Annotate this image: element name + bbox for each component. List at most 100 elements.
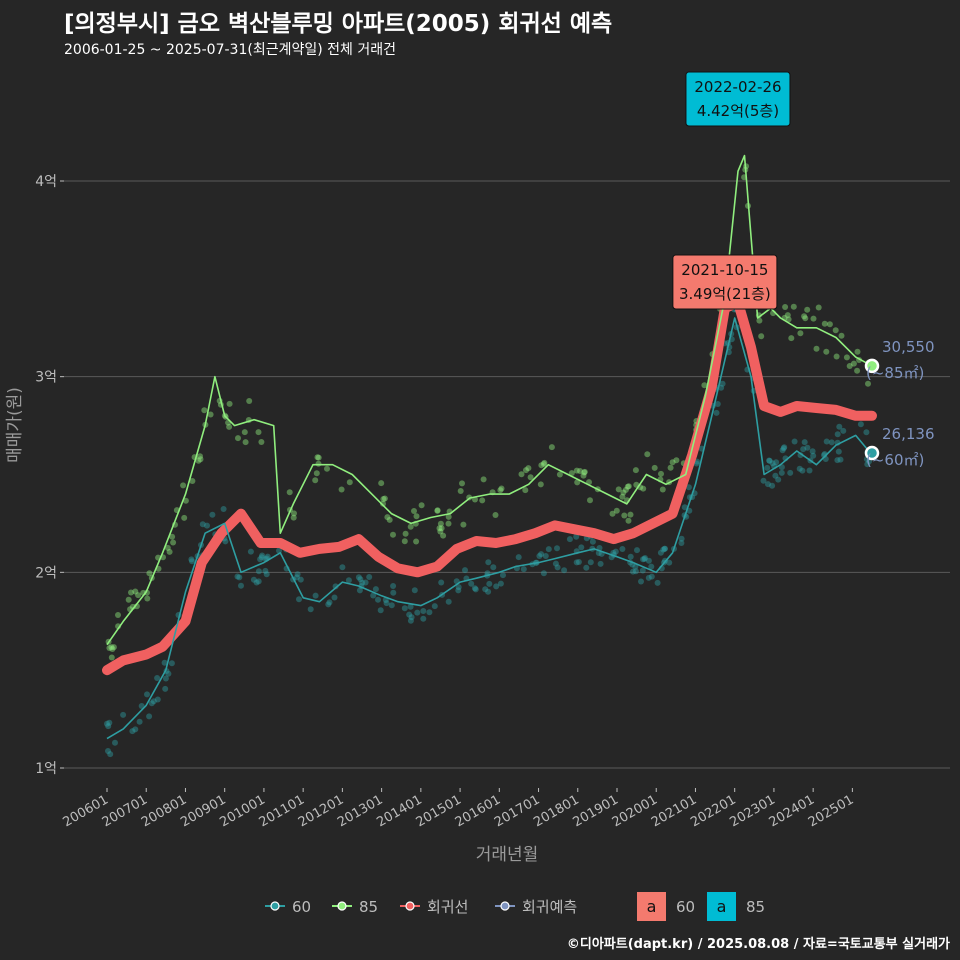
scatter-point-85	[621, 512, 628, 519]
scatter-point-85	[445, 520, 452, 527]
scatter-point-60	[801, 439, 808, 446]
scatter-point-85	[556, 471, 563, 478]
scatter-point-85	[437, 520, 444, 527]
end-marker-60	[864, 445, 880, 461]
scatter-point-60	[220, 506, 227, 512]
scatter-point-60	[573, 533, 580, 540]
scatter-point-85	[658, 470, 664, 477]
scatter-point-60	[681, 504, 688, 511]
scatter-point-85	[850, 360, 857, 367]
scatter-point-85	[195, 457, 202, 464]
scatter-point-85	[813, 345, 820, 352]
x-tick-label: 202501	[806, 792, 856, 830]
scatter-point-60	[864, 461, 871, 468]
scatter-point-60	[810, 452, 817, 459]
scatter-point-60	[263, 571, 270, 578]
scatter-point-60	[264, 553, 271, 560]
scatter-point-60	[515, 554, 522, 561]
scatter-point-85	[437, 528, 444, 535]
scatter-point-60	[107, 751, 114, 758]
scatter-point-60	[645, 557, 652, 564]
scatter-point-85	[402, 530, 409, 537]
scatter-point-85	[146, 570, 153, 577]
scatter-point-85	[801, 313, 808, 320]
scatter-point-60	[377, 607, 384, 614]
scatter-point-85	[242, 439, 249, 446]
scatter-point-60	[362, 579, 369, 586]
scatter-point-85	[756, 317, 763, 324]
scatter-point-85	[854, 367, 861, 374]
scatter-point-85	[180, 482, 187, 489]
scatter-point-60	[857, 421, 864, 428]
annotation-60: 2021-10-15 3.49억(21층)	[672, 254, 778, 310]
scatter-point-85	[346, 479, 353, 486]
scatter-point-60	[462, 567, 468, 574]
scatter-point-60	[540, 570, 547, 577]
scatter-point-60	[828, 439, 835, 446]
scatter-point-85	[197, 453, 203, 460]
scatter-point-85	[109, 646, 116, 652]
scatter-point-85	[135, 592, 142, 599]
scatter-point-85	[492, 512, 499, 518]
legend-label: 회귀선	[427, 898, 468, 916]
end-value-label: 30,550	[882, 338, 935, 356]
annotation-box	[685, 71, 791, 127]
scatter-point-60	[800, 446, 807, 453]
scatter-point-60	[199, 521, 206, 528]
scatter-point-85	[669, 459, 676, 466]
scatter-point-85	[537, 481, 544, 488]
scatter-point-60	[765, 481, 771, 488]
scatter-point-60	[331, 594, 338, 601]
annotation-date: 2022-02-26	[694, 78, 781, 96]
scatter-point-60	[493, 583, 500, 590]
scatter-point-85	[620, 489, 627, 496]
scatter-point-60	[660, 546, 667, 553]
scatter-point-60	[307, 606, 314, 613]
scatter-point-85	[386, 516, 393, 523]
series-line-60	[106, 317, 873, 740]
scatter-point-85	[832, 327, 839, 334]
scatter-point-85	[384, 514, 391, 521]
legend-box-key	[637, 892, 666, 921]
scatter-point-85	[843, 354, 850, 361]
legend-marker	[500, 901, 510, 911]
scatter-point-60	[718, 384, 725, 391]
scatter-point-85	[673, 457, 680, 464]
scatter-point-60	[661, 545, 668, 552]
scatter-point-60	[834, 457, 841, 464]
scatter-point-60	[388, 602, 395, 609]
scatter-point-60	[769, 482, 776, 489]
scatter-point-85	[381, 495, 388, 502]
y-tick-label: 2억	[35, 565, 57, 581]
scatter-point-60	[797, 452, 804, 459]
scatter-point-60	[685, 484, 692, 491]
scatter-point-60	[642, 555, 648, 561]
scatter-point-85	[587, 497, 593, 504]
scatter-point-85	[182, 497, 189, 504]
scatter-point-60	[760, 477, 767, 484]
scatter-point-85	[619, 493, 626, 500]
scatter-point-60	[566, 536, 573, 543]
scatter-point-85	[201, 407, 208, 414]
scatter-point-60	[375, 596, 381, 603]
scatter-point-60	[678, 535, 685, 542]
scatter-point-85	[434, 507, 441, 514]
scatter-point-85	[246, 398, 253, 404]
scatter-point-60	[431, 603, 438, 610]
scatter-point-60	[823, 438, 830, 445]
scatter-point-85	[667, 464, 674, 471]
scatter-point-60	[372, 586, 379, 593]
scatter-point-60	[806, 467, 813, 474]
scatter-point-60	[150, 698, 157, 705]
scatter-point-60	[791, 438, 798, 445]
scatter-point-85	[577, 468, 583, 474]
scatter-point-60	[390, 583, 397, 589]
credit-text: ©디아파트(dapt.kr) / 2025.08.08 / 자료=국토교통부 실…	[566, 937, 950, 952]
scatter-point-60	[787, 469, 794, 476]
scatter-point-60	[639, 567, 646, 574]
scatter-point-60	[632, 563, 639, 570]
scatter-point-60	[468, 580, 475, 587]
legend-label: 회귀예측	[522, 898, 577, 916]
scatter-point-60	[837, 456, 844, 463]
